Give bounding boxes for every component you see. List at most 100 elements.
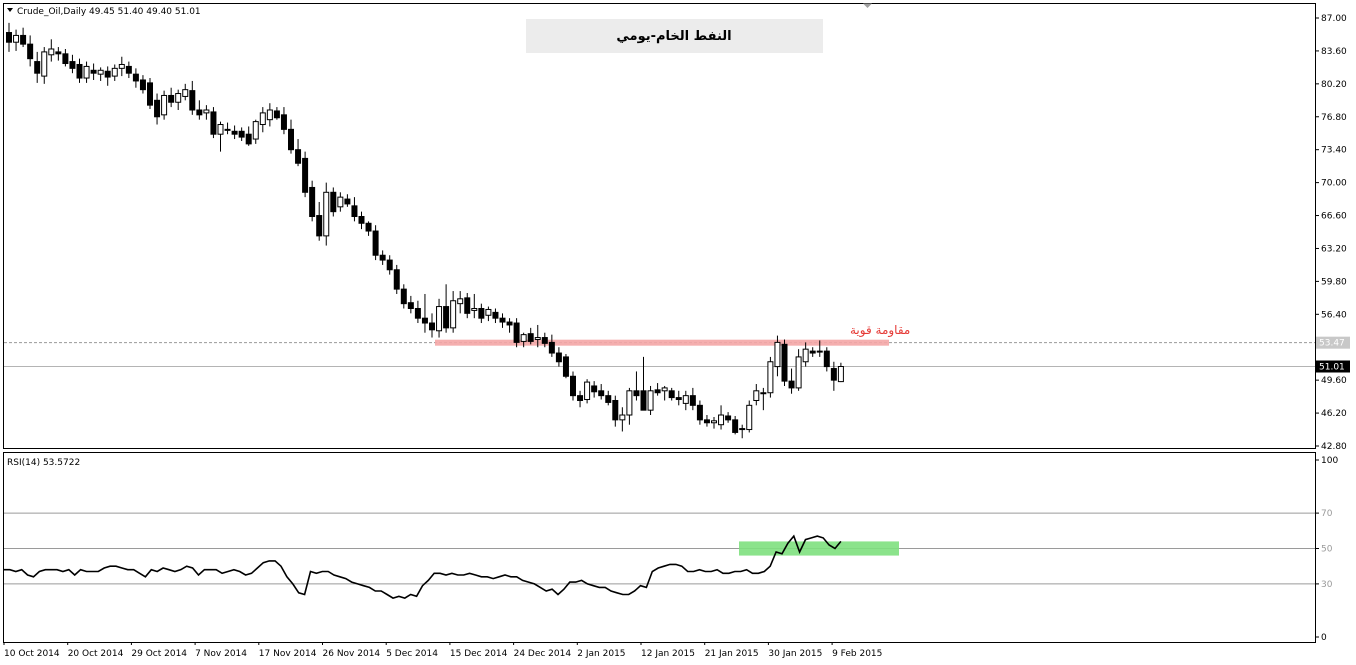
time-tick-label: 29 Oct 2014 [131,649,187,659]
rsi-line [4,534,842,599]
candle-body-down [393,269,400,290]
candle-body-down [421,317,428,324]
candle-body-down [668,390,675,399]
rsi-tick-label: 70 [1321,509,1333,519]
rsi-tick-label: 100 [1321,456,1338,466]
time-tick-label: 5 Dec 2014 [386,649,438,659]
candle-body-up [13,34,20,43]
candle-body-down [527,333,534,342]
time-tick-label: 12 Jan 2015 [641,649,695,659]
current-price-label: 51.01 [1319,363,1345,373]
candle-body-down [62,53,69,65]
candle-body-down [365,222,372,232]
candle-body-down [55,51,62,55]
price-tick-label: 42.80 [1321,442,1347,452]
candle-body-down [386,259,393,271]
candle-body-down [548,341,555,354]
rsi-series [4,534,842,599]
candle-body-up [619,414,626,421]
candle-body-down [210,111,217,135]
candle-body-down [732,419,739,433]
time-tick-label: 21 Jan 2015 [705,649,759,659]
title-box [526,19,823,53]
price-tick-label: 87.00 [1321,14,1347,24]
rsi-label: RSI(14) 53.5722 [7,458,80,468]
price-tick-label: 46.20 [1321,409,1347,419]
candle-body-down [351,205,358,218]
candle-body-up [252,121,259,140]
candle-body-up [485,308,492,316]
collapse-triangle-icon[interactable] [7,8,13,12]
candle-body-down [464,297,471,314]
candle-body-down [189,90,196,111]
candle-body-up [182,89,189,97]
candle-body-down [414,307,421,319]
candle-body-down [562,356,569,377]
chart-shift-marker-icon[interactable] [863,3,872,9]
time-tick-label: 20 Oct 2014 [68,649,124,659]
candle-body-down [830,368,837,381]
candle-body-down [781,343,788,382]
candle-body-up [97,69,104,75]
candle-body-down [69,61,76,69]
candle-body-up [118,63,125,69]
candle-body-down [675,397,682,401]
candle-body-up [661,387,668,392]
candle-body-down [34,61,41,74]
candle-body-up [161,94,168,116]
candle-body-down [400,288,407,305]
price-panel-frame [3,3,1316,449]
time-tick-label: 30 Jan 2015 [768,649,822,659]
candle-body-up [450,300,457,329]
candle-body-down [168,94,175,103]
candle-body-down [316,215,323,237]
price-tick-label: 80.20 [1321,80,1347,90]
zone-layer [435,339,899,556]
candle-body-down [640,390,647,411]
rsi-tick-label: 30 [1321,580,1333,590]
price-tick-label: 56.40 [1321,310,1347,320]
candle-body-down [147,82,153,106]
time-tick-label: 9 Feb 2015 [832,649,882,659]
candle-body-down [139,79,146,91]
price-tick-label: 73.40 [1321,146,1347,156]
candle-body-down [358,216,365,224]
price-tick-label: 76.80 [1321,113,1347,123]
candle-body-down [407,302,414,309]
candle-body-up [217,124,224,135]
candle-body-up [48,48,55,56]
time-tick-label: 7 Nov 2014 [195,649,247,659]
candle-body-down [429,322,435,331]
candle-body-down [231,130,238,135]
time-tick-label: 26 Nov 2014 [323,649,381,659]
candle-body-up [520,334,527,342]
candle-body-up [767,361,774,394]
candle-body-up [795,356,802,389]
candle-body-down [506,321,513,326]
candle-body-down [6,32,12,43]
candle-body-down [612,399,619,421]
candle-body-up [337,196,344,208]
candle-body-down [788,380,795,389]
candle-body-up [534,337,541,340]
candle-body-down [196,109,203,116]
current-price-box [1316,360,1350,373]
candle-body-down [309,186,316,218]
time-tick-label: 17 Nov 2014 [259,649,317,659]
candle-body-down [132,73,139,82]
rsi-zone [739,541,899,556]
candle-body-down [823,350,830,368]
candle-body-down [809,350,816,354]
candle-body-up [760,392,767,395]
candlestick-series [6,22,844,439]
candle-body-down [478,307,485,319]
candle-body-down [379,254,386,261]
candle-body-up [471,307,478,311]
candle-body-down [372,230,379,256]
candle-body-up [682,395,689,404]
candle-body-down [541,337,548,344]
candle-body-down [633,390,640,397]
candle-body-down [605,395,612,403]
candle-body-down [288,128,294,151]
